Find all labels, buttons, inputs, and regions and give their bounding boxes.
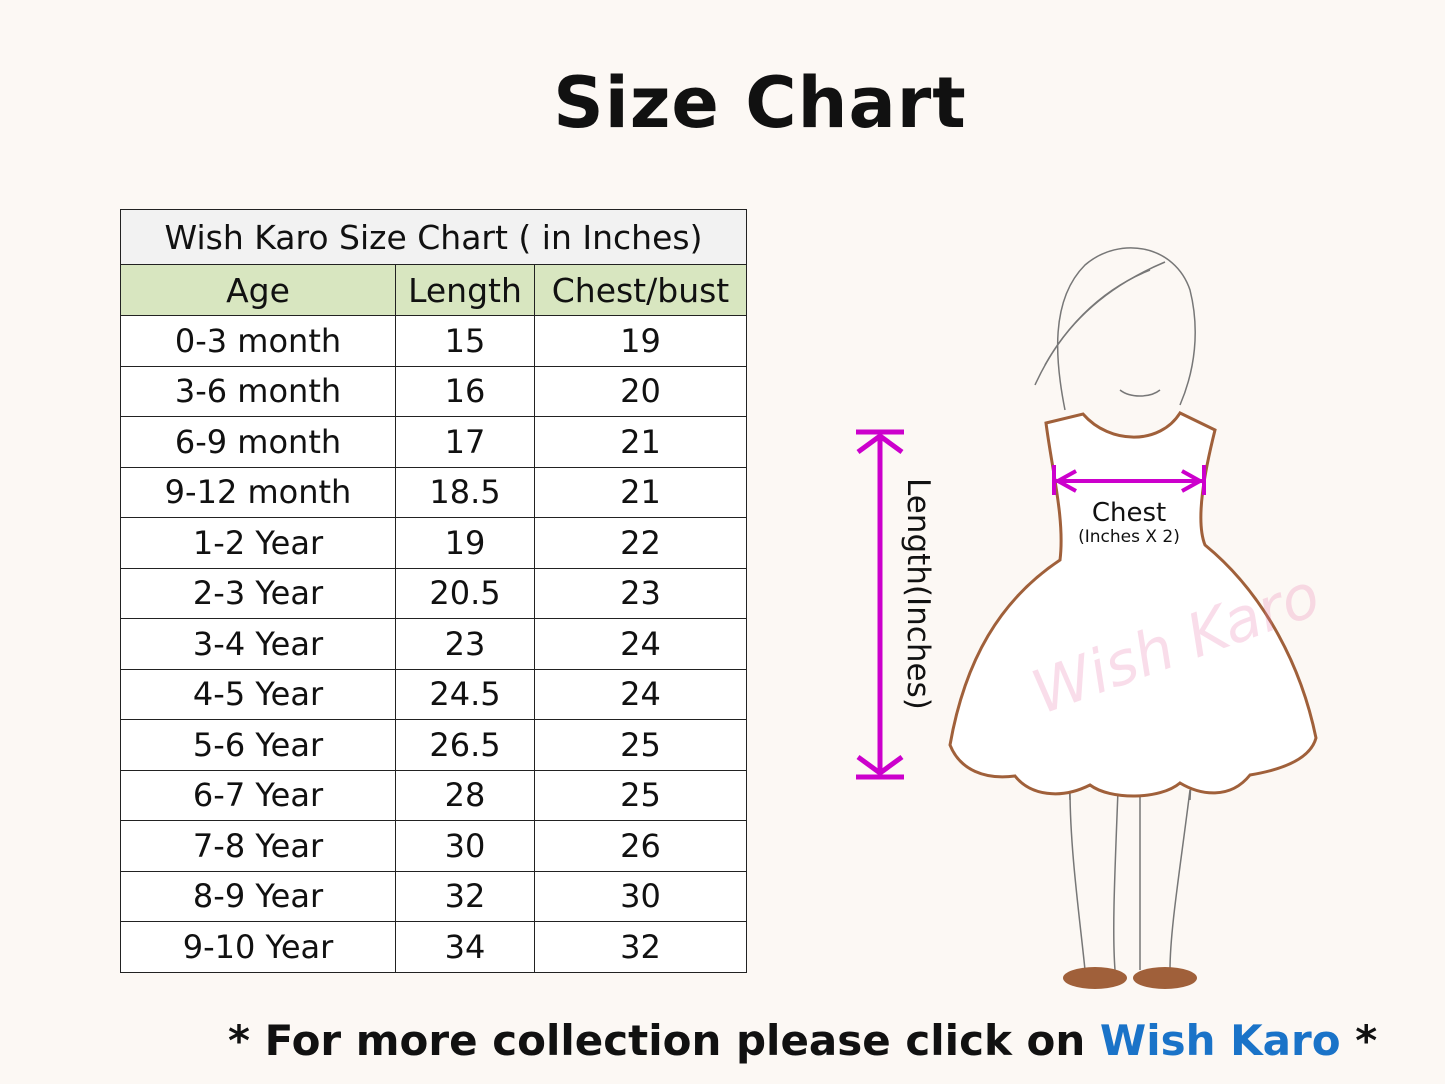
length-cell: 24.5 (395, 668, 535, 720)
age-cell: 4-5 Year (120, 668, 396, 720)
footer-suffix: * (1340, 1016, 1378, 1065)
length-cell: 26.5 (395, 719, 535, 771)
footer-prefix: * For more collection please click on (228, 1016, 1100, 1065)
age-cell: 6-9 month (120, 416, 396, 468)
chest-sublabel: (Inches X 2) (1078, 527, 1180, 547)
chest-cell: 21 (534, 466, 747, 518)
length-cell: 16 (395, 365, 535, 417)
chest-cell: 25 (534, 719, 747, 771)
chest-cell: 22 (534, 517, 747, 569)
length-cell: 17 (395, 416, 535, 468)
header-chest: Chest/bust (534, 264, 747, 316)
length-label: Length(Inches) (900, 478, 936, 710)
table-row: 3-4 Year 23 24 (120, 618, 747, 670)
length-cell: 15 (395, 315, 535, 367)
table-row: 7-8 Year 30 26 (120, 820, 747, 872)
table-row: 2-3 Year 20.5 23 (120, 567, 747, 619)
chest-cell: 21 (534, 416, 747, 468)
age-cell: 3-4 Year (120, 618, 396, 670)
table-row: 0-3 month 15 19 (120, 315, 747, 367)
table-row: 6-9 month 17 21 (120, 416, 747, 468)
age-cell: 8-9 Year (120, 870, 396, 922)
header-length: Length (395, 264, 535, 316)
chest-arrow-icon (1052, 465, 1206, 495)
footer-text: * For more collection please click on Wi… (228, 1016, 1377, 1065)
header-age: Age (120, 264, 396, 316)
table-caption: Wish Karo Size Chart ( in Inches) (120, 209, 747, 265)
age-cell: 5-6 Year (120, 719, 396, 771)
age-cell: 0-3 month (120, 315, 396, 367)
chest-label: Chest (1092, 498, 1166, 528)
chest-cell: 23 (534, 567, 747, 619)
chest-cell: 19 (534, 315, 747, 367)
age-cell: 9-10 Year (120, 921, 396, 973)
age-cell: 7-8 Year (120, 820, 396, 872)
size-chart-table: Wish Karo Size Chart ( in Inches) Age Le… (120, 209, 747, 973)
table-row: 9-10 Year 34 32 (120, 921, 747, 973)
length-cell: 34 (395, 921, 535, 973)
age-cell: 9-12 month (120, 466, 396, 518)
length-cell: 30 (395, 820, 535, 872)
length-cell: 20.5 (395, 567, 535, 619)
age-cell: 2-3 Year (120, 567, 396, 619)
length-cell: 18.5 (395, 466, 535, 518)
page-title: Size Chart (553, 62, 967, 144)
dress-outline (948, 411, 1318, 798)
left-shoe (1063, 967, 1127, 989)
chest-cell: 32 (534, 921, 747, 973)
wish-karo-link[interactable]: Wish Karo (1099, 1016, 1341, 1065)
chest-cell: 20 (534, 365, 747, 417)
table-row: 5-6 Year 26.5 25 (120, 719, 747, 771)
table-row: 6-7 Year 28 25 (120, 769, 747, 821)
right-shoe (1133, 967, 1197, 989)
length-arrow-icon (856, 429, 904, 780)
chest-cell: 26 (534, 820, 747, 872)
age-cell: 1-2 Year (120, 517, 396, 569)
table-row: 9-12 month 18.5 21 (120, 466, 747, 518)
chest-cell: 24 (534, 618, 747, 670)
